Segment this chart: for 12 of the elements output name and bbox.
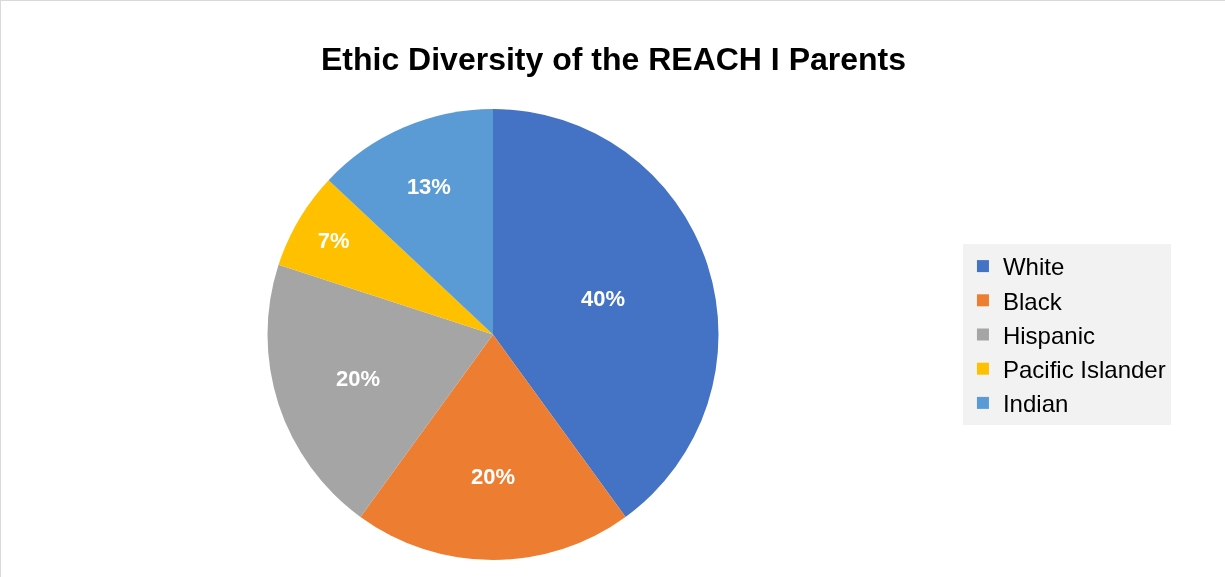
legend-label: Hispanic <box>1002 321 1095 349</box>
legend-label: Black <box>1002 287 1063 315</box>
legend-label: Pacific Islander <box>1002 356 1166 384</box>
legend-label: Indian <box>1002 390 1069 418</box>
data-label: 20% <box>470 464 516 490</box>
data-label: 13% <box>406 173 451 199</box>
data-label: 40% <box>580 286 625 312</box>
pie-slice <box>278 180 493 335</box>
data-label: 20% <box>335 365 380 391</box>
legend-label: White <box>1002 253 1065 281</box>
chart-title: Ethic Diversity of the REACH I Parents <box>320 40 907 77</box>
data-label: 7% <box>317 227 350 253</box>
